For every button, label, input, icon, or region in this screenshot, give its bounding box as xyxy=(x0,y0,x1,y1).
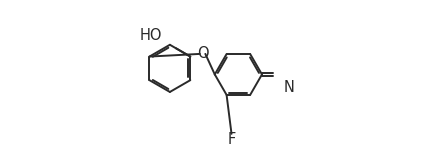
Text: F: F xyxy=(227,132,235,147)
Text: HO: HO xyxy=(140,28,162,43)
Text: N: N xyxy=(283,80,294,95)
Text: O: O xyxy=(197,46,208,61)
